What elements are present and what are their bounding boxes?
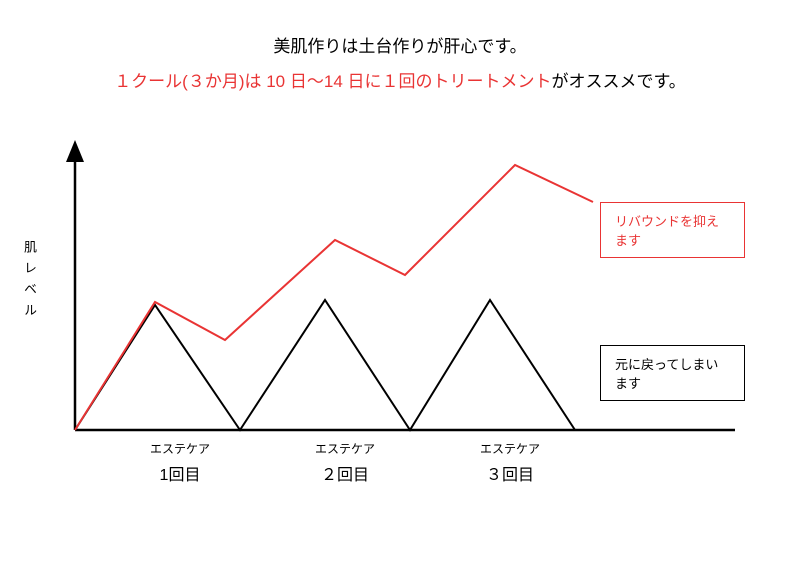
x-label-3-top: エステケア: [450, 440, 570, 457]
y-axis-label: 肌レベル: [20, 240, 39, 324]
title-black-part: がオススメです。: [552, 72, 686, 91]
chart-area: 肌レベル エステケア 1回目 エステケア ２回目 エステケア ３回目 リバウンド…: [55, 140, 745, 480]
legend-black: 元に戻ってしまいます: [600, 345, 745, 401]
header: 美肌作りは土台作りが肝心です。 １クール(３か月)は 10 日〜14 日に１回の…: [0, 0, 800, 92]
x-label-1-bottom: 1回目: [120, 461, 240, 485]
x-label-1-top: エステケア: [120, 440, 240, 457]
x-label-2-bottom: ２回目: [285, 461, 405, 485]
legend-red: リバウンドを抑えます: [600, 202, 745, 258]
x-label-2-top: エステケア: [285, 440, 405, 457]
y-axis-arrow-icon: [66, 140, 84, 162]
x-label-1: エステケア 1回目: [120, 440, 240, 485]
x-label-3: エステケア ３回目: [450, 440, 570, 485]
black-series-line: [75, 300, 575, 430]
x-label-2: エステケア ２回目: [285, 440, 405, 485]
title-line-1: 美肌作りは土台作りが肝心です。: [0, 32, 800, 57]
title-red-part: １クール(３か月)は 10 日〜14 日に１回のトリートメント: [114, 72, 551, 91]
title-line-2: １クール(３か月)は 10 日〜14 日に１回のトリートメントがオススメです。: [0, 67, 800, 92]
x-label-3-bottom: ３回目: [450, 461, 570, 485]
red-series-line: [75, 165, 593, 430]
chart-svg: [55, 140, 745, 480]
